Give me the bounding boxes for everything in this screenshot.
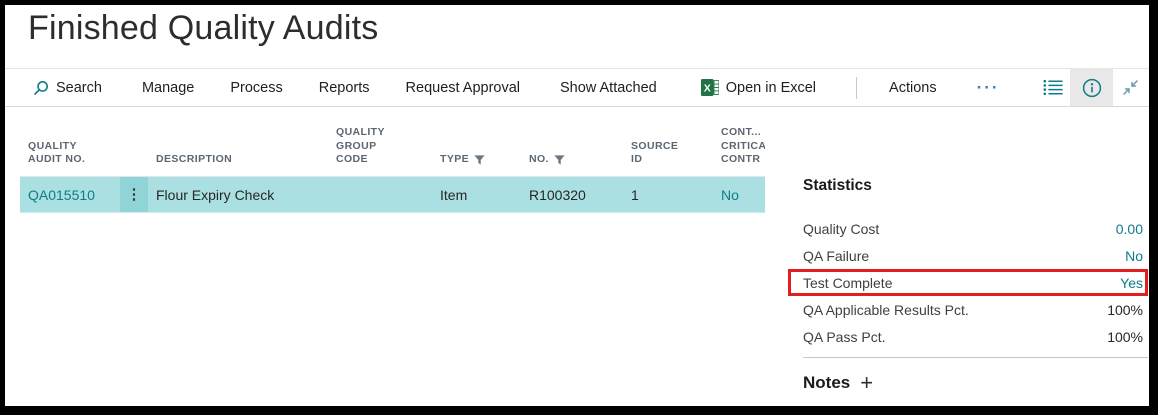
stat-label-test-complete: Test Complete (803, 274, 893, 291)
cell-quality-audit-no[interactable]: QA015510 (28, 186, 95, 203)
quality-audits-table: QUALITY AUDIT NO. DESCRIPTION QUALITY GR… (20, 103, 765, 213)
search-label: Search (56, 79, 102, 96)
column-header-quality-group-code[interactable]: QUALITY GROUP CODE (336, 126, 385, 166)
cell-no[interactable]: R100320 (529, 186, 586, 203)
cell-source-id[interactable]: 1 (631, 186, 639, 203)
column-header-row-options (120, 167, 148, 176)
stat-value-qa-applicable-results-pct: 100% (1107, 301, 1143, 318)
stat-row-qa-pass-pct: QA Pass Pct. 100% (788, 323, 1148, 350)
collapse-icon[interactable] (1113, 69, 1147, 106)
cell-contains-critical-control[interactable]: No (721, 186, 739, 203)
table-header-row: QUALITY AUDIT NO. DESCRIPTION QUALITY GR… (20, 103, 765, 177)
cell-description[interactable]: Flour Expiry Check (156, 186, 275, 203)
stat-row-test-complete-highlighted: Test Complete Yes (788, 269, 1148, 296)
toolbar-separator (856, 76, 858, 99)
column-header-no[interactable]: NO. (521, 153, 623, 176)
menu-show-attached[interactable]: Show Attached (560, 79, 657, 96)
stat-label-quality-cost: Quality Cost (803, 220, 880, 237)
vertical-ellipsis-icon: ⋮ (126, 186, 142, 203)
page-title: Finished Quality Audits (28, 9, 379, 47)
statistics-heading: Statistics (803, 177, 872, 194)
statistics-list: Quality Cost 0.00 QA Failure No Test Com… (788, 215, 1148, 350)
column-header-source-id[interactable]: SOURCE ID (631, 139, 679, 166)
open-in-excel-button[interactable]: X Open in Excel (700, 79, 817, 96)
menu-request-approval[interactable]: Request Approval (405, 79, 520, 96)
info-pane-toggle[interactable] (1070, 69, 1113, 106)
stat-value-test-complete[interactable]: Yes (1120, 274, 1143, 291)
stat-value-qa-pass-pct: 100% (1107, 328, 1143, 345)
stat-label-qa-applicable-results-pct: QA Applicable Results Pct. (803, 301, 969, 318)
svg-text:X: X (704, 83, 711, 95)
stat-row-qa-failure: QA Failure No (788, 242, 1148, 269)
stat-value-qa-failure[interactable]: No (1125, 247, 1143, 264)
menu-actions[interactable]: Actions (889, 79, 937, 96)
menu-reports[interactable]: Reports (318, 79, 370, 96)
menu-process[interactable]: Process (230, 79, 283, 96)
filter-icon (474, 155, 485, 165)
menu-manage[interactable]: Manage (141, 79, 195, 96)
excel-icon: X (700, 79, 719, 96)
add-note-button[interactable]: + (860, 370, 874, 395)
notes-heading: Notes (803, 373, 851, 392)
cell-type[interactable]: Item (440, 186, 468, 203)
info-icon (1082, 78, 1102, 98)
page-content: Finished Quality Audits Search Manage Pr… (5, 5, 1149, 406)
search-icon (33, 80, 49, 96)
list-view-icon[interactable] (1036, 69, 1070, 106)
column-header-type[interactable]: TYPE (432, 153, 521, 176)
stat-label-qa-pass-pct: QA Pass Pct. (803, 328, 886, 345)
action-bar: Search Manage Process Reports Request Ap… (5, 68, 1149, 107)
column-header-description[interactable]: DESCRIPTION (156, 153, 233, 166)
stat-value-quality-cost[interactable]: 0.00 (1115, 220, 1143, 237)
notes-section: Notes + (803, 372, 1148, 394)
statistics-factbox: Statistics Quality Cost 0.00 QA Failure … (788, 177, 1148, 394)
factbox-divider (803, 357, 1148, 358)
table-row[interactable]: QA015510 ⋮ Flour Expiry Check Item R1003… (20, 177, 765, 213)
more-options-icon[interactable]: ··· (976, 77, 1000, 97)
open-in-excel-label: Open in Excel (725, 79, 817, 96)
column-header-quality-audit-no[interactable]: QUALITY AUDIT NO. (28, 139, 86, 166)
stat-label-qa-failure: QA Failure (803, 247, 870, 264)
stat-row-qa-applicable-results-pct: QA Applicable Results Pct. 100% (788, 296, 1148, 323)
column-header-contains-critical-control[interactable]: CONT... CRITICA CONTR (721, 126, 765, 166)
filter-icon (554, 155, 565, 165)
search-button[interactable]: Search (33, 80, 102, 96)
stat-row-quality-cost: Quality Cost 0.00 (788, 215, 1148, 242)
row-options-button[interactable]: ⋮ (120, 177, 148, 212)
cell-quality-group-code[interactable] (328, 177, 432, 212)
